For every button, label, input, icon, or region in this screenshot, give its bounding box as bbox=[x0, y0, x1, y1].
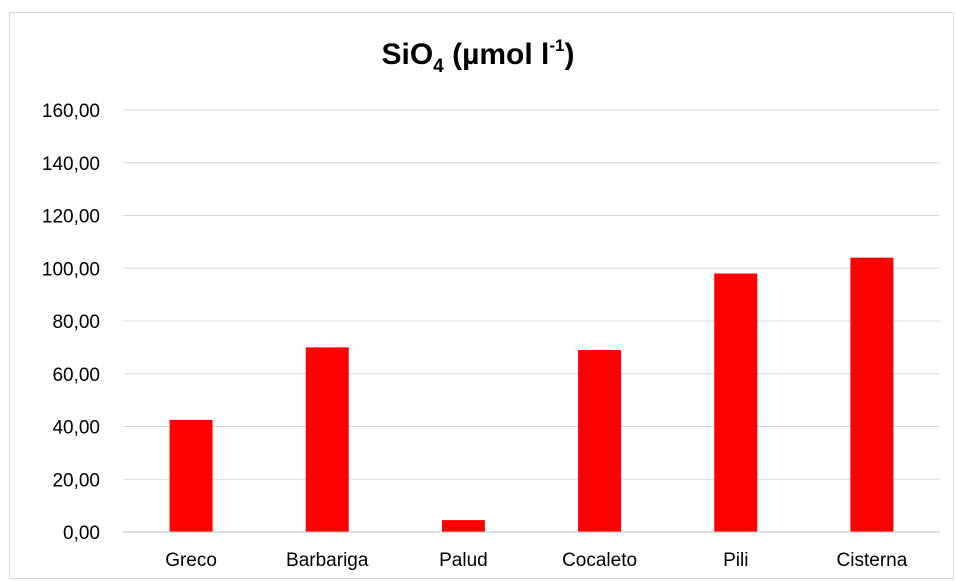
y-tick-label: 120,00 bbox=[42, 207, 100, 228]
x-tick-label: Palud bbox=[439, 550, 488, 571]
x-tick-label: Cisterna bbox=[837, 550, 908, 571]
chart-frame bbox=[9, 12, 954, 579]
y-tick-label: 80,00 bbox=[52, 312, 100, 333]
bar-cisterna bbox=[850, 257, 894, 532]
x-tick-label: Greco bbox=[165, 550, 217, 571]
y-tick-label: 140,00 bbox=[42, 154, 100, 175]
x-tick-label: Cocaleto bbox=[562, 550, 637, 571]
chart-title-superscript: -1 bbox=[549, 36, 565, 55]
bar-palud bbox=[441, 520, 485, 532]
x-axis-labels: Greco Barbariga Palud Cocaleto Pili Cisterna bbox=[165, 550, 908, 571]
y-tick-label: 40,00 bbox=[52, 418, 100, 439]
y-tick-label: 20,00 bbox=[52, 470, 100, 491]
bar-pili bbox=[714, 273, 758, 532]
chart-title-subscript: 4 bbox=[433, 56, 444, 77]
chart-title-unit-close: ) bbox=[564, 38, 575, 71]
y-tick-label: 60,00 bbox=[52, 365, 100, 386]
bar-greco bbox=[169, 419, 213, 532]
x-tick-label: Pili bbox=[723, 550, 748, 571]
y-tick-label: 160,00 bbox=[42, 101, 100, 122]
y-tick-label: 100,00 bbox=[42, 259, 100, 280]
bars bbox=[169, 257, 894, 532]
bar-cocaleto bbox=[578, 350, 622, 532]
y-axis-labels: 0,00 20,00 40,00 60,00 80,00 100,00 120,00 140,… bbox=[42, 101, 100, 544]
bar-barbariga bbox=[305, 347, 349, 532]
chart-title: SiO4 (µmol l-1) bbox=[0, 36, 956, 77]
gridlines bbox=[123, 109, 940, 480]
chart-title-main: SiO bbox=[381, 38, 434, 71]
y-tick-label: 0,00 bbox=[63, 523, 100, 544]
chart-title-unit-open: (µmol l bbox=[443, 38, 550, 71]
x-tick-label: Barbariga bbox=[286, 550, 369, 571]
